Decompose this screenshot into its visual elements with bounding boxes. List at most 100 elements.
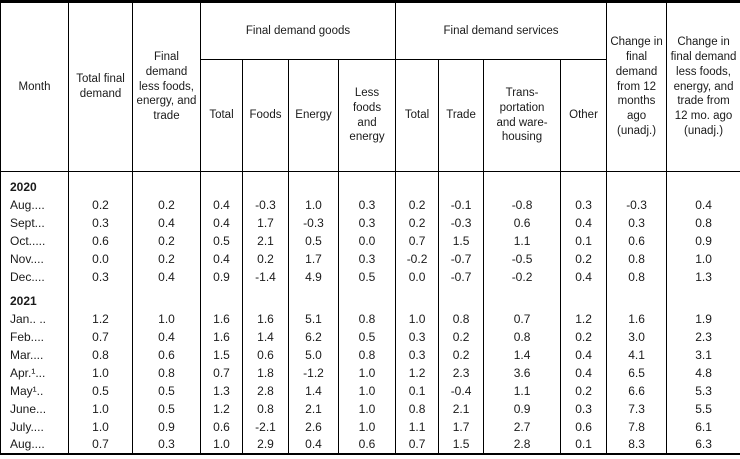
col-header-goods-energy: Energy bbox=[288, 59, 339, 172]
table-row: Jan.. .. 1.2 1.0 1.6 1.6 5.1 0.8 1.0 0.8 0.7 1.2 1.… bbox=[0, 309, 740, 328]
value-cell: 0.4 bbox=[200, 213, 243, 232]
empty-cell bbox=[288, 285, 339, 310]
value-cell: 0.2 bbox=[242, 249, 289, 268]
month-cell: Aug.... bbox=[0, 435, 69, 454]
value-cell: -1.4 bbox=[242, 267, 289, 286]
empty-cell bbox=[200, 285, 243, 310]
col-header-goods-total: Total bbox=[200, 59, 243, 172]
value-cell: 0.9 bbox=[483, 399, 562, 418]
year-label: 2020 bbox=[0, 171, 69, 196]
value-cell: 2.6 bbox=[288, 417, 339, 436]
value-cell: 5.3 bbox=[666, 381, 740, 400]
value-cell: 1.6 bbox=[242, 309, 289, 328]
value-cell: 0.0 bbox=[337, 231, 397, 250]
month-cell: Aug.... bbox=[0, 195, 69, 214]
empty-cell bbox=[606, 285, 668, 310]
month-cell: Jan.. .. bbox=[0, 309, 69, 328]
value-cell: -0.4 bbox=[438, 381, 485, 400]
value-cell: 0.2 bbox=[560, 327, 608, 346]
value-cell: 0.7 bbox=[68, 327, 133, 346]
header-group-row: Month Total final demand Final demand le… bbox=[0, 1, 740, 172]
value-cell: 0.3 bbox=[337, 213, 397, 232]
value-cell: 2.8 bbox=[483, 435, 562, 454]
value-cell: 0.6 bbox=[242, 345, 289, 364]
empty-cell bbox=[337, 285, 397, 310]
month-cell: Oct..... bbox=[0, 231, 69, 250]
value-cell: 0.6 bbox=[68, 231, 133, 250]
table-row: Aug.... 0.2 0.2 0.4 -0.3 1.0 0.3 0.2 -0.1 -0.8 0.3… bbox=[0, 195, 740, 214]
value-cell: -2.1 bbox=[242, 417, 289, 436]
value-cell: 0.9 bbox=[132, 417, 201, 436]
value-cell: 1.1 bbox=[483, 231, 562, 250]
value-cell: -0.5 bbox=[483, 249, 562, 268]
year-label: 2021 bbox=[0, 285, 69, 310]
value-cell: 2.1 bbox=[242, 231, 289, 250]
value-cell: 0.2 bbox=[68, 195, 133, 214]
value-cell: 0.7 bbox=[483, 309, 562, 328]
empty-cell bbox=[483, 285, 562, 310]
value-cell: 0.4 bbox=[560, 363, 608, 382]
empty-cell bbox=[666, 285, 740, 310]
value-cell: 0.5 bbox=[337, 327, 397, 346]
value-cell: 1.7 bbox=[438, 417, 485, 436]
value-cell: 1.1 bbox=[483, 381, 562, 400]
value-cell: 0.6 bbox=[560, 417, 608, 436]
value-cell: -0.2 bbox=[483, 267, 562, 286]
table-row: Feb.... 0.7 0.4 1.6 1.4 6.2 0.5 0.3 0.2 0.8 0.2 3.0… bbox=[0, 327, 740, 346]
value-cell: 0.6 bbox=[200, 417, 243, 436]
value-cell: 0.3 bbox=[560, 195, 608, 214]
value-cell: 0.7 bbox=[200, 363, 243, 382]
value-cell: 2.1 bbox=[288, 399, 339, 418]
value-cell: 0.2 bbox=[132, 195, 201, 214]
table-body: 2020 Aug.... 0.2 0.2 0.4 -0.3 1.0 0.3 0.2 -0.1 -0.… bbox=[0, 171, 740, 454]
value-cell: 0.4 bbox=[288, 435, 339, 454]
value-cell: 0.2 bbox=[132, 249, 201, 268]
empty-cell bbox=[483, 171, 562, 196]
table-row: July.... 1.0 0.9 0.6 -2.1 2.6 1.0 1.1 1.7 2.7 0.6 7… bbox=[0, 417, 740, 436]
value-cell: 0.8 bbox=[438, 309, 485, 328]
empty-cell bbox=[438, 285, 485, 310]
value-cell: 0.5 bbox=[337, 267, 397, 286]
value-cell: 0.6 bbox=[337, 435, 397, 454]
value-cell: 2.7 bbox=[483, 417, 562, 436]
value-cell: 0.5 bbox=[68, 381, 133, 400]
table-row: Sept... 0.3 0.4 0.4 1.7 -0.3 0.3 0.2 -0.3 0.6 0.4 0… bbox=[0, 213, 740, 232]
value-cell: 0.3 bbox=[68, 213, 133, 232]
value-cell: -0.3 bbox=[606, 195, 668, 214]
value-cell: -0.3 bbox=[438, 213, 485, 232]
value-cell: 2.3 bbox=[438, 363, 485, 382]
value-cell: 0.4 bbox=[200, 195, 243, 214]
table-row: June... 1.0 0.5 1.2 0.8 2.1 1.0 0.8 2.1 0.9 0.3 7.3… bbox=[0, 399, 740, 418]
value-cell: 3.6 bbox=[483, 363, 562, 382]
value-cell: 1.7 bbox=[288, 249, 339, 268]
value-cell: 6.5 bbox=[606, 363, 668, 382]
value-cell: 0.1 bbox=[560, 435, 608, 454]
value-cell: 0.3 bbox=[132, 435, 201, 454]
value-cell: 0.2 bbox=[395, 195, 440, 214]
value-cell: 0.8 bbox=[606, 249, 668, 268]
value-cell: 0.7 bbox=[395, 435, 440, 454]
value-cell: 0.3 bbox=[337, 195, 397, 214]
empty-cell bbox=[606, 171, 668, 196]
value-cell: 0.8 bbox=[242, 399, 289, 418]
empty-cell bbox=[132, 285, 201, 310]
value-cell: 1.2 bbox=[395, 363, 440, 382]
col-header-services-other: Other bbox=[560, 59, 608, 172]
empty-cell bbox=[200, 171, 243, 196]
value-cell: 0.9 bbox=[200, 267, 243, 286]
value-cell: 1.0 bbox=[337, 363, 397, 382]
value-cell: 3.0 bbox=[606, 327, 668, 346]
value-cell: 2.9 bbox=[242, 435, 289, 454]
value-cell: 0.5 bbox=[288, 231, 339, 250]
value-cell: 7.3 bbox=[606, 399, 668, 418]
value-cell: 0.3 bbox=[560, 399, 608, 418]
value-cell: 1.5 bbox=[200, 345, 243, 364]
table-row: May¹.. 0.5 0.5 1.3 2.8 1.4 1.0 0.1 -0.4 1.1 0.2 6.6… bbox=[0, 381, 740, 400]
value-cell: 5.5 bbox=[666, 399, 740, 418]
group-header-final-demand-goods: Final demand goods bbox=[199, 1, 397, 60]
value-cell: 8.3 bbox=[606, 435, 668, 454]
value-cell: 7.8 bbox=[606, 417, 668, 436]
value-cell: 1.1 bbox=[395, 417, 440, 436]
value-cell: -0.7 bbox=[438, 267, 485, 286]
